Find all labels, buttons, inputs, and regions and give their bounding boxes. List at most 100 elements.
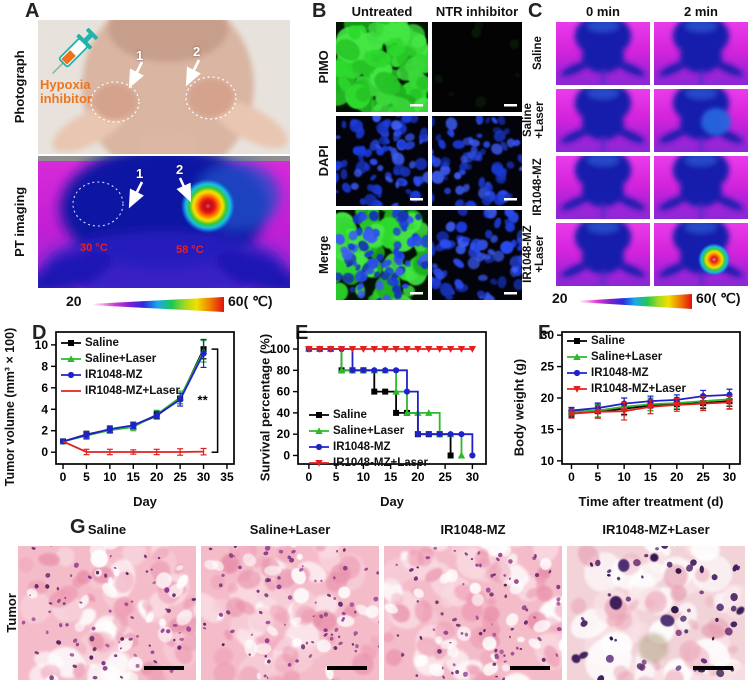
panel-b-label: B [312, 0, 327, 22]
scale-bar [410, 104, 423, 107]
panel-g-side-label: Tumor [4, 593, 20, 633]
histology-saline-laser-image [201, 546, 379, 680]
pt-temp-2: 58 °C [176, 244, 204, 256]
panel-a-label: A [25, 0, 40, 22]
scale-bar [410, 292, 423, 295]
histology-saline-image [18, 546, 196, 680]
pt-arrow-1 [128, 181, 144, 209]
x-tick-label: 10 [103, 470, 117, 484]
y-tick-label: 80 [277, 363, 291, 377]
scale-bar [693, 666, 733, 670]
x-tick-label: 0 [306, 470, 313, 484]
y-tick-label: 8 [41, 359, 48, 373]
merge-ntr-inhibitor-image [432, 210, 522, 300]
legend-label: Saline+Laser [85, 352, 157, 365]
panel-g-col-ir1048mz-laser: IR1048-MZ+Laser [602, 522, 710, 537]
chart-d-legend: Saline Saline+Laser IR1048-MZ IR1048-MZ+Las… [60, 336, 180, 397]
panel-c-label: C [528, 0, 543, 22]
thermal-ir1048mz-laser-0min [556, 223, 650, 286]
x-tick-label: 0 [568, 470, 575, 484]
tumor-1-outline [90, 81, 140, 123]
x-tick-label: 35 [220, 470, 234, 484]
dapi-untreated-image [336, 116, 428, 206]
y-tick-label: 60 [277, 385, 291, 399]
panel-g-col-ir1048mz: IR1048-MZ [440, 522, 506, 537]
chart-f-xlabel: Time after treatment (d) [578, 494, 724, 509]
x-tick-label: 10 [357, 470, 371, 484]
thermal-ir1048mz-laser-2min [654, 223, 748, 286]
hypoxia-inhibitor-label: Hypoxia inhibitor [40, 77, 92, 107]
pt-tumor-1-outline [72, 181, 124, 227]
pt-arrow-1-label: 1 [136, 166, 144, 181]
panel-g-label: G [70, 516, 86, 538]
colorbar-a-max: 60( ℃) [228, 293, 273, 309]
dapi-ntr-inhibitor-image [432, 116, 522, 206]
legend-label: IR1048-MZ [591, 366, 649, 379]
y-tick-label: 20 [541, 391, 555, 405]
legend-label: Saline [333, 408, 367, 421]
legend-item: IR1048-MZ+Laser [60, 384, 180, 397]
x-tick-label: 0 [60, 470, 67, 484]
pt-hot-spot [181, 179, 235, 233]
thermal-saline-0min [556, 22, 650, 85]
thermal-ir1048mz-0min [556, 156, 650, 219]
pimo-untreated-image [336, 22, 428, 112]
x-tick-label: 15 [127, 470, 141, 484]
y-tick-label: 100 [270, 342, 290, 356]
panel-g-col-saline: Saline [87, 522, 127, 537]
legend-label: IR1048-MZ [85, 368, 143, 381]
panel-f-label: F [538, 322, 551, 344]
x-tick-label: 20 [411, 470, 425, 484]
y-tick-label: 10 [541, 454, 555, 468]
x-tick-label: 5 [333, 470, 340, 484]
y-tick-label: 0 [41, 445, 48, 459]
axis-ticks: 0 5 10 15 20 25 30 35 0 2 4 6 8 10 [35, 338, 234, 484]
scale-bar [504, 104, 517, 107]
scale-bar [327, 666, 367, 670]
significance-stars: ** [198, 393, 209, 408]
panel-d-label: D [32, 322, 47, 344]
panel-c-col-0min: 0 min [586, 4, 620, 19]
merge-untreated-image [336, 210, 428, 300]
legend-label: IR1048-MZ [333, 440, 391, 453]
y-tick-label: 20 [277, 427, 291, 441]
pt-mouse-body [38, 156, 290, 288]
legend-item: IR1048-MZ [308, 440, 428, 453]
mouse-body-silhouette [561, 89, 645, 152]
colorbar-a-gradient [94, 297, 224, 312]
survival-chart: 0 5 10 15 20 25 30 0 20 40 60 80 100 [252, 322, 498, 500]
x-tick-label: 15 [384, 470, 398, 484]
axis-ticks: 0 5 10 15 20 25 30 10 15 20 25 30 [541, 328, 737, 484]
histology-ir1048mz-image [384, 546, 562, 680]
legend-label: Saline+Laser [333, 424, 405, 437]
legend-item: Saline+Laser [566, 350, 686, 363]
colorbar-c-max: 60( ℃) [696, 290, 741, 306]
y-tick-label: 10 [35, 338, 49, 352]
legend-label: IR1048-MZ+Laser [85, 384, 180, 397]
pt-arrow-2-label: 2 [176, 162, 184, 177]
panel-b-col-untreated: Untreated [351, 4, 413, 19]
y-tick-label: 15 [541, 422, 555, 436]
scale-bar [504, 292, 517, 295]
legend-item: Saline [60, 336, 180, 349]
x-tick-label: 5 [83, 470, 90, 484]
x-tick-label: 25 [173, 470, 187, 484]
legend-label: IR1048-MZ+Laser [591, 382, 686, 395]
scale-bar [144, 666, 184, 670]
y-tick-label: 4 [41, 402, 48, 416]
series-ir1048-mz [59, 338, 207, 445]
legend-label: Saline [85, 336, 119, 349]
legend-item: IR1048-MZ+Laser [566, 382, 686, 395]
x-tick-label: 30 [197, 470, 211, 484]
x-tick-label: 20 [670, 470, 684, 484]
mouse-photograph-image [38, 20, 290, 154]
colorbar-a-min: 20 [66, 293, 82, 309]
x-tick-label: 20 [150, 470, 164, 484]
scale-bar [510, 666, 550, 670]
y-tick-label: 25 [541, 360, 555, 374]
mouse-body-silhouette [561, 22, 645, 85]
legend-item: Saline+Laser [308, 424, 428, 437]
y-tick-label: 6 [41, 381, 48, 395]
y-tick-label: 2 [41, 424, 48, 438]
